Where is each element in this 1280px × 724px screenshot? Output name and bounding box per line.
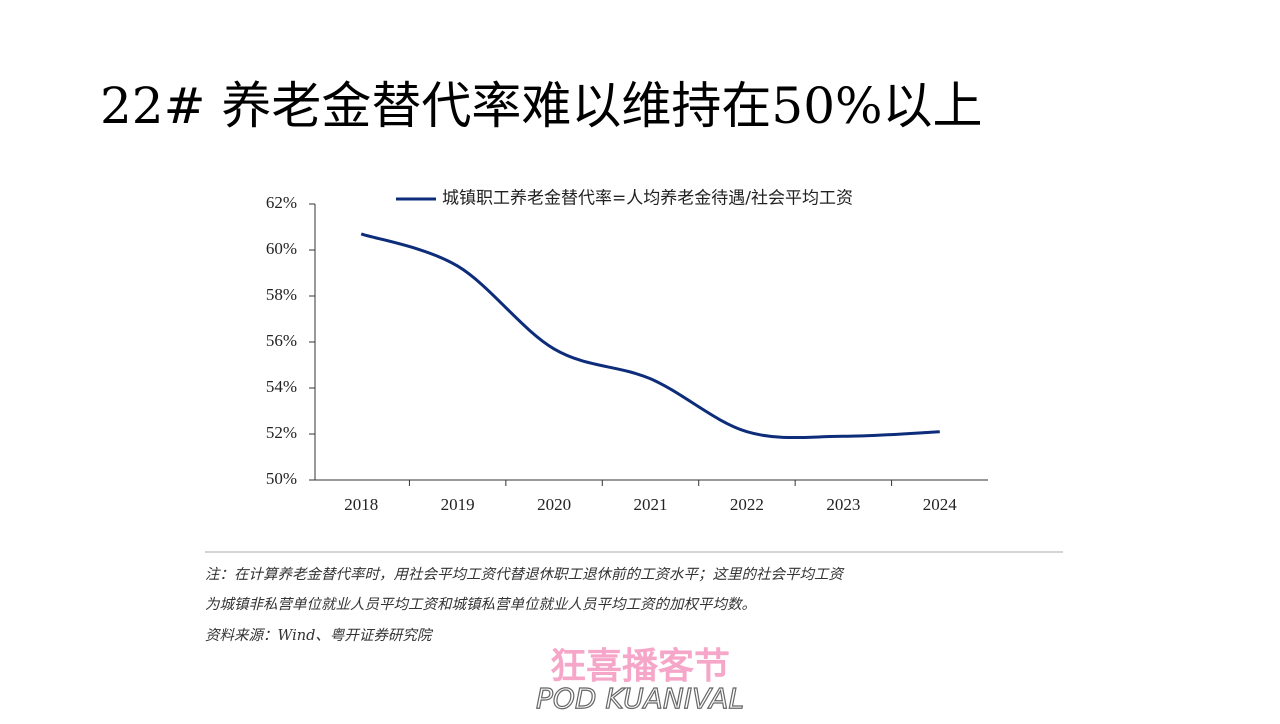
y-tick-label: 60% <box>266 239 297 258</box>
y-tick-label: 54% <box>266 377 297 396</box>
x-tick-label: 2024 <box>923 495 958 514</box>
note-line: 为城镇非私营单位就业人员平均工资和城镇私营单位就业人员平均工资的加权平均数。 <box>205 596 756 613</box>
note-line: 注：在计算养老金替代率时，用社会平均工资代替退休职工退休前的工资水平；这里的社会… <box>205 566 845 583</box>
y-tick-label: 56% <box>266 331 297 350</box>
x-tick-label: 2022 <box>730 495 764 514</box>
y-tick-label: 52% <box>266 423 297 442</box>
y-tick-label: 62% <box>266 193 297 212</box>
y-tick-label: 58% <box>266 285 297 304</box>
x-tick-label: 2021 <box>634 495 668 514</box>
x-tick-label: 2019 <box>441 495 475 514</box>
y-tick-label: 50% <box>266 469 297 488</box>
slide-title: 22# 养老金替代率难以维持在50%以上 <box>100 77 983 135</box>
x-tick-label: 2023 <box>826 495 860 514</box>
x-tick-label: 2018 <box>344 495 378 514</box>
x-tick-label: 2020 <box>537 495 571 514</box>
watermark: 狂喜播客节 <box>550 646 730 687</box>
legend-label: 城镇职工养老金替代率=人均养老金待遇/社会平均工资 <box>442 189 853 209</box>
source: 资料来源：Wind、粤开证券研究院 <box>205 627 434 644</box>
line-series <box>360 232 940 440</box>
watermark-sub: POD KUANIVAL <box>536 682 744 715</box>
